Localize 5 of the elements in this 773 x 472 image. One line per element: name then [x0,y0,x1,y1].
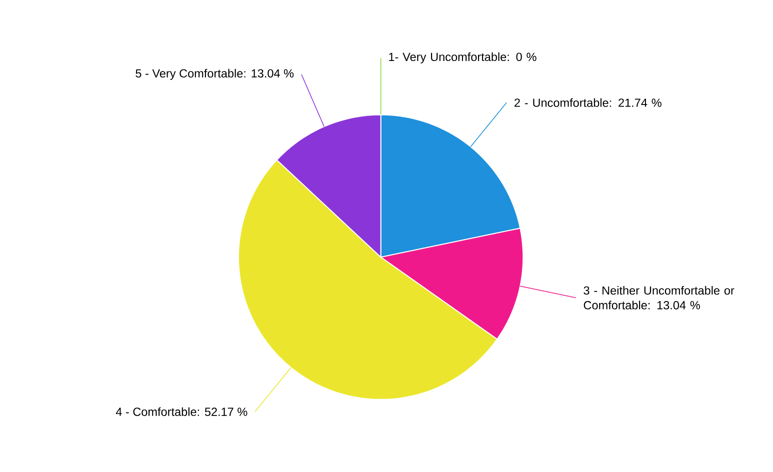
slice-label: 4 - Comfortable: 52.17 % [116,407,248,416]
slice-label: 3 - Neither Uncomfortable or Comfortable: 13.04 % [584,286,734,310]
category-label: 1- Very Uncomfortable: 0 % [389,52,536,64]
slice-label: 2 - Uncomfortable: 21.74 % [514,98,662,107]
slice-label: 5 - Very Comfortable: 13.04 % [136,68,294,80]
